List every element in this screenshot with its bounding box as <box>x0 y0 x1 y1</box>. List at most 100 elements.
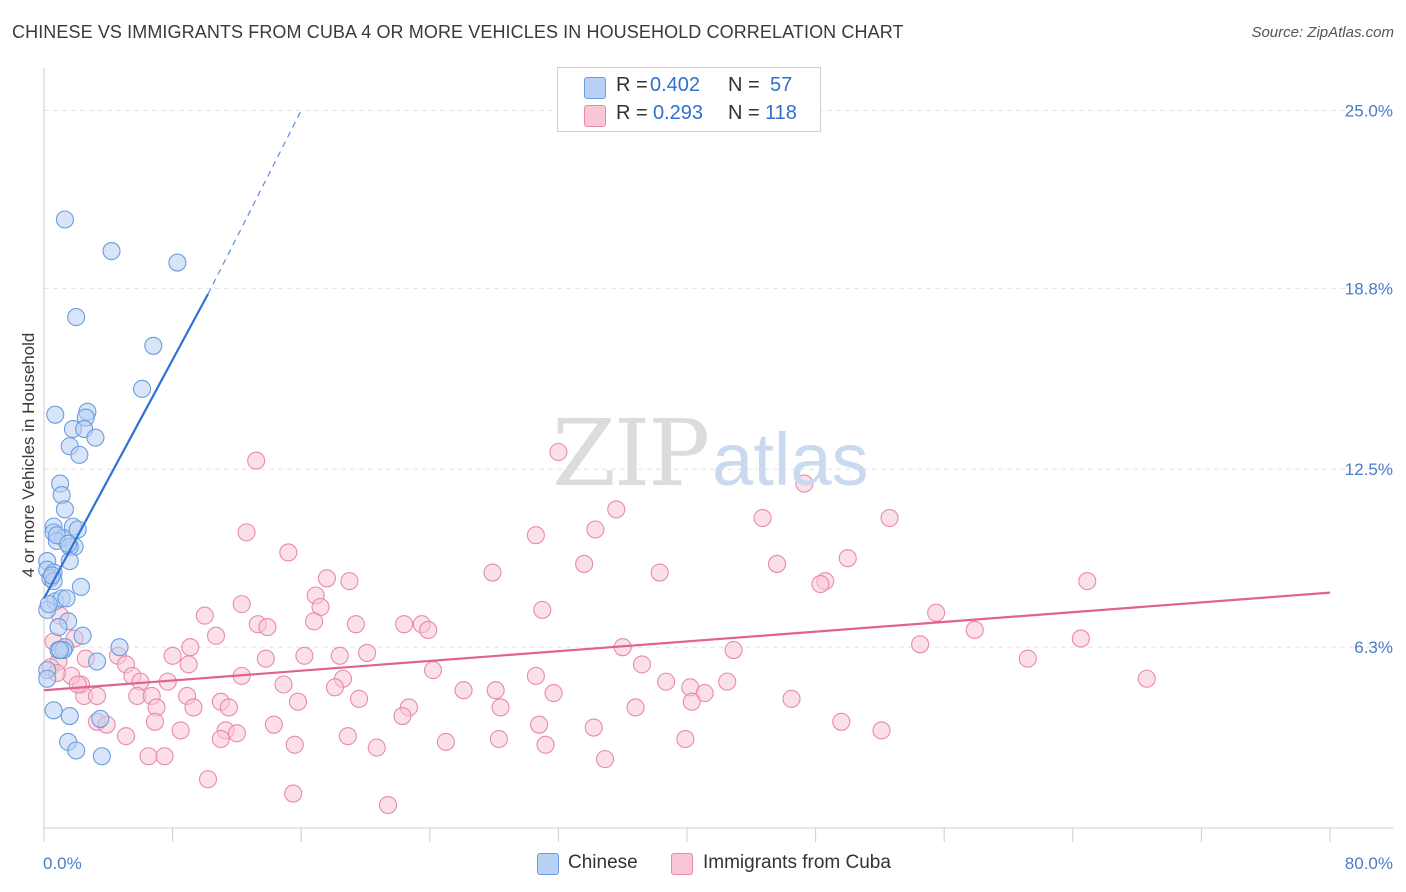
cuba-point <box>264 715 283 734</box>
cuba-point <box>305 612 324 631</box>
y-axis-tick-labels: 6.3% 12.5% 18.8% 25.0% <box>1345 101 1393 657</box>
cuba-point <box>181 638 200 657</box>
cuba-point <box>607 500 626 519</box>
cuba-point <box>544 684 563 703</box>
chinese-trend-extension <box>207 110 302 295</box>
chinese-point <box>39 595 58 614</box>
source-label: Source: ZipAtlas.com <box>1251 24 1394 41</box>
cuba-point <box>533 600 552 619</box>
cuba-point <box>258 618 277 637</box>
cuba-point <box>163 646 182 665</box>
cuba-point <box>811 574 830 594</box>
cuba-point <box>486 681 505 700</box>
cuba-point <box>227 724 246 743</box>
cuba-point <box>575 554 594 573</box>
chinese-point <box>92 747 111 766</box>
cuba-point <box>317 569 336 588</box>
cuba-point <box>378 795 398 815</box>
chinese-point <box>73 626 92 645</box>
chinese-point <box>86 428 105 447</box>
chinese-swatch <box>584 77 606 99</box>
cuba-point <box>395 615 414 634</box>
chinese-point <box>38 669 57 688</box>
cuba-point <box>536 735 555 754</box>
cuba-point <box>279 543 298 562</box>
cuba-point <box>436 732 455 751</box>
chinese-point <box>133 379 152 398</box>
cuba-point <box>586 520 605 539</box>
cuba-point <box>1137 669 1156 688</box>
cuba-point <box>179 655 198 674</box>
correlation-legend: R = 0.402 N = 57 R = 0.293 N = 118 <box>557 67 821 132</box>
y-tick-label: 6.3% <box>1354 638 1393 657</box>
chinese-point <box>87 652 107 671</box>
chinese-point <box>71 577 91 596</box>
cuba-point <box>419 620 438 640</box>
chinese-point <box>46 405 65 424</box>
cuba-point <box>274 675 293 694</box>
cuba-point <box>232 595 251 614</box>
cuba-point <box>1018 649 1037 668</box>
cuba-legend-label: Immigrants from Cuba <box>703 852 891 873</box>
cuba-point <box>295 646 314 665</box>
cuba-point <box>139 747 158 766</box>
cuba-point <box>195 606 214 625</box>
cuba-point <box>198 770 218 789</box>
cuba-point <box>346 615 365 634</box>
chinese-point <box>67 741 86 760</box>
cuba-point <box>753 508 772 528</box>
cuba-point <box>632 655 652 674</box>
watermark-zip: ZIP <box>552 400 710 507</box>
cuba-point <box>483 563 502 582</box>
cuba-point <box>367 738 386 757</box>
cuba-point <box>145 712 164 731</box>
cuba-point <box>880 508 899 528</box>
cuba-point <box>965 620 984 640</box>
cuba-point <box>116 727 136 746</box>
cuba-point <box>330 646 349 665</box>
cuba-point <box>695 684 714 703</box>
cuba-point <box>184 698 203 717</box>
cuba-point <box>795 474 814 493</box>
cuba-point <box>454 681 473 700</box>
cuba-point <box>491 698 510 717</box>
legend-r-value-cuba: 0.293 <box>653 102 704 124</box>
legend-n-label: N = <box>728 102 760 124</box>
y-tick-label: 18.8% <box>1345 279 1393 298</box>
chinese-point <box>70 445 89 464</box>
chinese-point <box>110 638 129 657</box>
cuba-point <box>206 626 226 645</box>
cuba-legend-swatch <box>671 853 693 875</box>
cuba-trend-line <box>43 591 1331 692</box>
chinese-point <box>91 709 110 728</box>
chinese-point <box>55 500 74 519</box>
cuba-point <box>650 563 669 582</box>
legend-row-cuba: R = 0.293 N = 118 <box>558 101 820 129</box>
cuba-point <box>782 689 801 708</box>
cuba-point <box>767 554 787 573</box>
cuba-point <box>911 635 930 654</box>
cuba-point <box>724 640 743 660</box>
chinese-point <box>60 707 79 726</box>
cuba-point <box>526 526 545 545</box>
chinese-point <box>51 640 70 660</box>
cuba-point <box>1071 629 1090 648</box>
chinese-point <box>57 589 76 608</box>
cuba-point <box>682 692 701 711</box>
cuba-point <box>423 661 443 680</box>
cuba-point <box>288 692 308 711</box>
chinese-legend-label: Chinese <box>568 852 638 873</box>
chinese-point <box>144 336 163 355</box>
cuba-point <box>340 572 359 591</box>
chinese-trend-line <box>43 293 209 599</box>
chart-title: CHINESE VS IMMIGRANTS FROM CUBA 4 OR MOR… <box>12 22 904 42</box>
chinese-point <box>49 618 68 637</box>
cuba-point <box>838 549 857 568</box>
cuba-point <box>657 672 676 691</box>
cuba-point <box>350 689 369 708</box>
y-tick-label: 12.5% <box>1345 460 1393 479</box>
chinese-point <box>44 701 63 720</box>
cuba-point <box>87 686 107 706</box>
cuba-point <box>872 721 891 740</box>
